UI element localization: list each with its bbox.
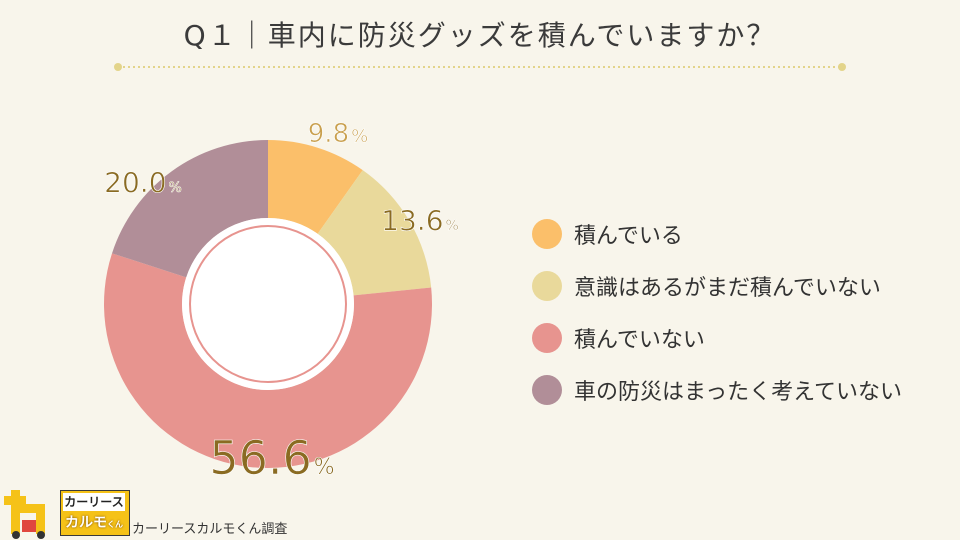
carmo-logo-icon — [4, 490, 45, 539]
legend-item: 積んでいる — [532, 208, 952, 260]
legend-label: 意識はあるがまだ積んでいない — [574, 276, 881, 301]
legend-label: 積んでいる — [574, 224, 683, 249]
legend-label: 車の防災はまったく考えていない — [574, 380, 903, 405]
legend-item: 積んでいない — [532, 312, 952, 364]
logo-top-text: カーリース — [63, 493, 125, 511]
data-label: 20.0% — [104, 166, 182, 199]
title-divider — [114, 63, 846, 71]
donut-slice — [112, 140, 268, 278]
legend-swatch — [532, 323, 562, 353]
logo-kun-text: くん — [107, 520, 123, 529]
data-label: 56.6% — [209, 431, 334, 485]
legend-item: 意識はあるがまだ積んでいない — [532, 260, 952, 312]
page-title: Q１｜車内に防災グッズを積んでいますか？ — [183, 19, 777, 52]
legend-swatch — [532, 271, 562, 301]
source-note: カーリースカルモくん調査 — [132, 522, 288, 537]
data-label: 9.8% — [308, 119, 368, 149]
donut-inner-ring — [189, 225, 347, 383]
donut-slice — [103, 253, 432, 469]
donut-slice — [317, 170, 432, 296]
carmo-logo: カーリース カルモくん — [60, 490, 130, 536]
legend-label: 積んでいない — [574, 328, 705, 353]
donut-hole — [182, 218, 354, 390]
legend-item: 車の防災はまったく考えていない — [532, 364, 952, 416]
logo-main-text: カルモ — [65, 515, 107, 531]
data-label: 13.6% — [381, 204, 459, 237]
chart-legend: 積んでいる意識はあるがまだ積んでいない 積んでいない車の防災はまったく考えていない — [532, 208, 952, 416]
legend-swatch — [532, 375, 562, 405]
footer: カーリース カルモくん カーリースカルモくん調査 — [0, 482, 330, 540]
legend-swatch — [532, 219, 562, 249]
donut-slice — [268, 140, 363, 234]
